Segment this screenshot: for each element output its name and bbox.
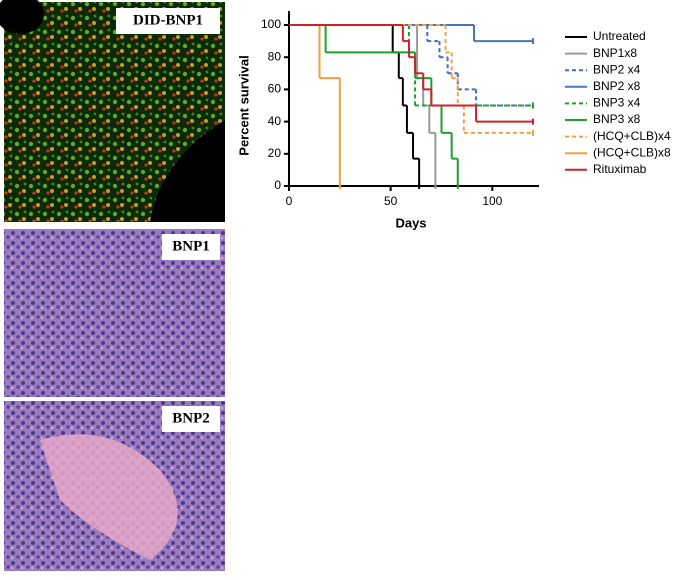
legend-label: BNP3 x4: [593, 96, 641, 110]
x-tick-label: 0: [286, 194, 293, 208]
x-axis-label: Days: [395, 215, 426, 230]
legend-label: (HCQ+CLB)x8: [593, 145, 671, 159]
legend-label: BNP2 x4: [593, 62, 641, 76]
label-box: [162, 234, 220, 260]
image-panels: DID-BNP1 BNP1 BNP2: [0, 0, 225, 571]
legend-label: Untreated: [593, 29, 646, 43]
x-tick-label: 50: [384, 194, 398, 208]
label-box: [162, 406, 220, 432]
y-tick-label: 40: [268, 114, 282, 128]
image-label: BNP2: [172, 410, 210, 426]
image-label: BNP1: [172, 238, 210, 254]
label-box: [116, 8, 220, 34]
x-tick-label: 100: [482, 194, 502, 208]
image-label: DID-BNP1: [133, 12, 203, 28]
image-dark-region: [0, 0, 44, 34]
legend-label: BNP2 x8: [593, 79, 641, 93]
y-tick-label: 0: [274, 178, 281, 192]
image-pink-region: [40, 434, 178, 560]
legend-label: BNP1x8: [593, 46, 637, 60]
image-dark-region: [150, 120, 225, 222]
legend-label: BNP3 x8: [593, 112, 641, 126]
y-tick-label: 100: [261, 17, 281, 31]
legend-label: Rituximab: [593, 162, 647, 176]
y-tick-label: 80: [268, 49, 282, 63]
y-axis-label: Percent survival: [236, 55, 251, 155]
legend-label: (HCQ+CLB)x4: [593, 129, 671, 143]
y-tick-label: 20: [268, 146, 282, 160]
y-tick-label: 60: [268, 82, 282, 96]
